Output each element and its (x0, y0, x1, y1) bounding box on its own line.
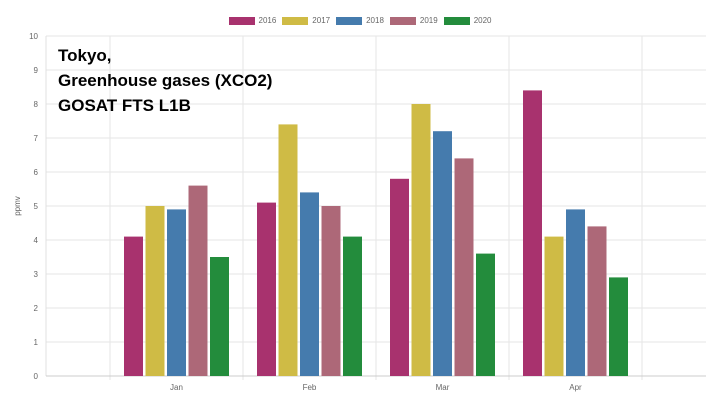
chart-title: Tokyo, Greenhouse gases (XCO2) GOSAT FTS… (58, 43, 272, 118)
bar-2017-feb (278, 124, 298, 377)
bar-2018-jan (167, 209, 186, 376)
bar-2020-feb (343, 236, 362, 376)
legend-swatch (389, 16, 416, 25)
bar-2016-feb (257, 202, 276, 376)
y-tick-label: 10 (29, 32, 38, 41)
legend: 2016 2017 2018 2019 2020 (0, 16, 720, 25)
legend-label: 2018 (366, 16, 384, 25)
y-axis-label: ppmv (13, 196, 22, 216)
bar-2020-apr (609, 277, 628, 376)
title-line-city: Tokyo, (58, 46, 112, 65)
y-tick-label: 7 (34, 134, 39, 143)
legend-swatch (228, 16, 255, 25)
bar-2020-jan (210, 257, 229, 376)
y-tick-label: 8 (34, 100, 39, 109)
title-line-gas: Greenhouse gases (XCO2) (58, 71, 273, 90)
bar-2016-apr (523, 90, 542, 377)
legend-label: 2017 (312, 16, 331, 25)
x-tick-label: Mar (436, 383, 450, 392)
y-tick-label: 6 (34, 168, 39, 177)
x-tick-label: Apr (569, 383, 582, 392)
bar-2019-apr (587, 226, 607, 376)
y-tick-label: 3 (34, 270, 39, 279)
x-tick-label: Feb (303, 383, 317, 392)
bar-2016-mar (390, 178, 409, 376)
y-tick-label: 1 (34, 338, 39, 347)
legend-item[interactable]: 2019 (389, 16, 438, 25)
legend-item[interactable]: 2020 (443, 16, 492, 25)
bar-2016-jan (124, 236, 143, 376)
legend-label: 2020 (473, 16, 492, 25)
bar-2020-mar (476, 253, 495, 376)
y-tick-label: 5 (34, 202, 39, 211)
bar-2018-mar (433, 131, 452, 376)
bar-2017-apr (544, 236, 564, 376)
y-tick-label: 9 (34, 66, 39, 75)
bar-2017-jan (145, 206, 165, 376)
legend-item[interactable]: 2018 (336, 16, 384, 25)
bar-2019-feb (321, 206, 341, 376)
y-tick-label: 2 (34, 304, 39, 313)
bar-2019-jan (188, 185, 208, 376)
legend-swatch (443, 16, 470, 25)
bar-2018-apr (566, 209, 585, 376)
legend-label: 2019 (419, 16, 438, 25)
title-line-source: GOSAT FTS L1B (58, 96, 191, 115)
legend-label: 2016 (258, 16, 277, 25)
legend-item[interactable]: 2016 (228, 16, 277, 25)
bar-2019-mar (454, 158, 474, 376)
bar-2018-feb (300, 192, 319, 376)
legend-swatch (282, 16, 309, 25)
y-tick-label: 0 (34, 372, 39, 381)
bar-2017-mar (411, 104, 431, 376)
y-tick-label: 4 (34, 236, 39, 245)
legend-item[interactable]: 2017 (282, 16, 330, 25)
legend-swatch (336, 16, 363, 25)
x-tick-label: Jan (170, 383, 183, 392)
